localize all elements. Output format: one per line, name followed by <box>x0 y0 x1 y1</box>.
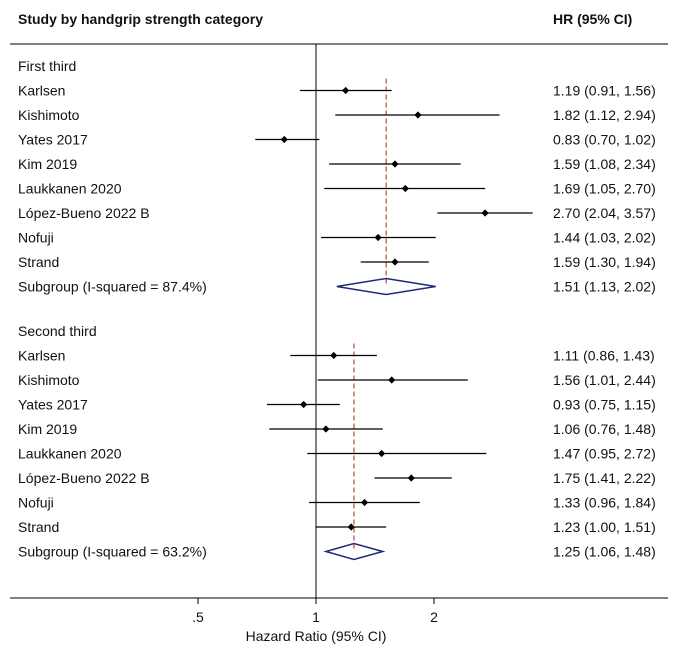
subgroup-label: Subgroup (I-squared = 87.4%) <box>18 279 207 295</box>
study-label: López-Bueno 2022 B <box>18 205 150 221</box>
study-label: Karlsen <box>18 348 65 364</box>
point-estimate <box>407 474 415 482</box>
point-estimate <box>414 111 422 119</box>
study-label: Strand <box>18 519 59 535</box>
point-estimate <box>391 258 399 266</box>
point-estimate <box>401 184 409 193</box>
hr-value: 0.83 (0.70, 1.02) <box>553 132 656 148</box>
subgroup-label: Subgroup (I-squared = 63.2%) <box>18 544 207 560</box>
study-label: Kim 2019 <box>18 421 77 437</box>
study-label: Yates 2017 <box>18 397 88 413</box>
hr-value: 1.75 (1.41, 2.22) <box>553 470 656 486</box>
subgroup-diamond <box>336 277 436 296</box>
point-estimate <box>388 376 396 384</box>
x-tick-label: 2 <box>430 609 438 625</box>
x-tick-label: 1 <box>312 609 320 625</box>
point-estimate <box>481 209 489 217</box>
point-estimate <box>360 498 369 507</box>
hr-value: 1.06 (0.76, 1.48) <box>553 421 656 437</box>
study-label: Kishimoto <box>18 107 80 123</box>
study-label: Nofuji <box>18 230 54 246</box>
hr-value: 1.82 (1.12, 2.94) <box>553 107 656 123</box>
group-title: First third <box>18 58 76 74</box>
hr-value: 1.59 (1.08, 2.34) <box>553 156 656 172</box>
point-estimate <box>300 400 308 409</box>
header-left: Study by handgrip strength category <box>18 11 263 27</box>
study-label: Strand <box>18 254 59 270</box>
point-estimate <box>330 351 338 360</box>
subgroup-hr-value: 1.25 (1.06, 1.48) <box>553 544 656 560</box>
hr-value: 1.59 (1.30, 1.94) <box>553 254 656 270</box>
study-label: Karlsen <box>18 83 65 99</box>
plot-layer: First third Karlsen 1.19 (0.91, 1.56) Kishi… <box>18 44 656 625</box>
hr-value: 1.11 (0.86, 1.43) <box>553 348 655 364</box>
point-estimate <box>391 160 399 168</box>
group-title: Second third <box>18 323 97 339</box>
x-tick-label: .5 <box>192 609 204 625</box>
header-right: HR (95% CI) <box>553 11 632 27</box>
point-estimate <box>322 425 330 433</box>
hr-value: 1.56 (1.01, 2.44) <box>553 372 656 388</box>
hr-value: 1.33 (0.96, 1.84) <box>553 495 656 511</box>
hr-value: 1.69 (1.05, 2.70) <box>553 181 656 197</box>
study-label: Yates 2017 <box>18 132 88 148</box>
point-estimate <box>342 86 350 95</box>
point-estimate <box>280 135 288 144</box>
point-estimate <box>347 523 355 531</box>
point-estimate <box>377 449 386 458</box>
subgroup-hr-value: 1.51 (1.13, 2.02) <box>553 279 656 295</box>
study-label: Laukkanen 2020 <box>18 446 122 462</box>
point-estimate <box>374 233 382 242</box>
hr-value: 0.93 (0.75, 1.15) <box>553 397 656 413</box>
hr-value: 1.44 (1.03, 2.02) <box>553 230 656 246</box>
hr-value: 1.23 (1.00, 1.51) <box>553 519 656 535</box>
x-axis-label: Hazard Ratio (95% CI) <box>246 628 387 644</box>
study-label: Kim 2019 <box>18 156 77 172</box>
hr-value: 1.47 (0.95, 2.72) <box>553 446 656 462</box>
hr-value: 2.70 (2.04, 3.57) <box>553 205 656 221</box>
study-label: López-Bueno 2022 B <box>18 470 150 486</box>
subgroup-diamond <box>323 542 386 561</box>
study-label: Kishimoto <box>18 372 80 388</box>
hr-value: 1.19 (0.91, 1.56) <box>553 83 656 99</box>
study-label: Laukkanen 2020 <box>18 181 122 197</box>
study-label: Nofuji <box>18 495 54 511</box>
